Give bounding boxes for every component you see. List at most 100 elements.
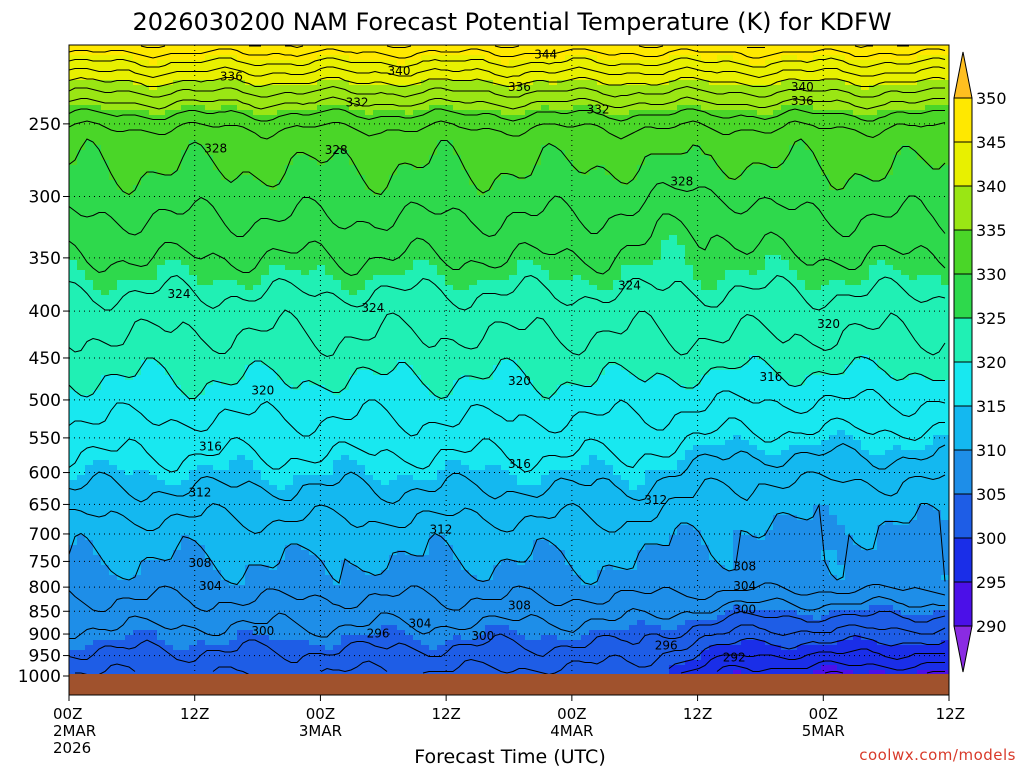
contour-fill-cell — [653, 265, 662, 271]
contour-fill-cell — [373, 220, 382, 226]
contour-fill-cell — [221, 220, 230, 226]
contour-fill-cell — [773, 140, 782, 146]
contour-fill-cell — [573, 100, 582, 106]
contour-fill-cell — [93, 195, 102, 201]
contour-fill-cell — [109, 65, 118, 71]
contour-fill-cell — [213, 45, 222, 51]
contour-fill-cell — [789, 190, 798, 196]
contour-fill-cell — [117, 220, 126, 226]
contour-fill-cell — [637, 85, 646, 91]
contour-fill-cell — [93, 180, 102, 186]
contour-fill-cell — [685, 105, 694, 111]
contour-fill-cell — [157, 150, 166, 156]
contour-fill-cell — [381, 225, 390, 231]
contour-fill-cell — [925, 220, 934, 226]
contour-fill-cell — [749, 225, 758, 231]
contour-fill-cell — [253, 115, 262, 121]
contour-fill-cell — [373, 230, 382, 236]
contour-fill-cell — [541, 230, 550, 236]
contour-fill-cell — [517, 160, 526, 166]
contour-fill-cell — [373, 145, 382, 151]
contour-fill-cell — [101, 65, 110, 71]
contour-fill-cell — [677, 175, 686, 181]
contour-fill-cell — [829, 50, 838, 56]
contour-fill-cell — [341, 210, 350, 216]
contour-fill-cell — [621, 90, 630, 96]
contour-fill-cell — [597, 185, 606, 191]
contour-fill-cell — [109, 50, 118, 56]
contour-fill-cell — [93, 270, 102, 276]
contour-fill-cell — [869, 210, 878, 216]
contour-fill-cell — [349, 205, 358, 211]
contour-fill-cell — [941, 195, 949, 201]
contour-fill-cell — [445, 260, 454, 266]
contour-fill-cell — [821, 240, 830, 246]
contour-fill-cell — [845, 220, 854, 226]
contour-fill-cell — [757, 90, 766, 96]
contour-fill-cell — [365, 190, 374, 196]
contour-fill-cell — [845, 95, 854, 101]
contour-fill-cell — [885, 115, 894, 121]
contour-fill-cell — [109, 215, 118, 221]
contour-fill-cell — [541, 200, 550, 206]
contour-fill-cell — [301, 180, 310, 186]
contour-fill-cell — [389, 260, 398, 266]
contour-fill-cell — [797, 235, 806, 241]
contour-fill-cell — [397, 150, 406, 156]
contour-fill-cell — [165, 250, 174, 256]
contour-fill-cell — [381, 270, 390, 276]
contour-fill-cell — [221, 230, 230, 236]
contour-fill-cell — [693, 175, 702, 181]
contour-fill-cell — [813, 215, 822, 221]
contour-fill-cell — [453, 125, 462, 131]
contour-fill-cell — [181, 215, 190, 221]
contour-fill-cell — [341, 115, 350, 121]
contour-fill-cell — [789, 95, 798, 101]
contour-fill-cell — [141, 185, 150, 191]
contour-fill-cell — [469, 230, 478, 236]
contour-fill-cell — [693, 245, 702, 251]
contour-fill-cell — [605, 80, 614, 86]
contour-fill-cell — [653, 60, 662, 66]
contour-fill-cell — [445, 155, 454, 161]
contour-fill-cell — [189, 170, 198, 176]
contour-fill-cell — [709, 200, 718, 206]
contour-fill-cell — [437, 210, 446, 216]
contour-fill-cell — [845, 180, 854, 186]
contour-fill-cell — [141, 145, 150, 151]
contour-fill-cell — [541, 170, 550, 176]
contour-fill-cell — [373, 95, 382, 101]
contour-fill-cell — [517, 250, 526, 256]
contour-fill-cell — [269, 85, 278, 91]
contour-fill-cell — [189, 75, 198, 81]
contour-fill-cell — [837, 225, 846, 231]
contour-fill-cell — [349, 185, 358, 191]
contour-fill-cell — [333, 50, 342, 56]
contour-fill-cell — [821, 145, 830, 151]
contour-fill-cell — [917, 235, 926, 241]
contour-fill-cell — [397, 65, 406, 71]
contour-fill-cell — [893, 220, 902, 226]
contour-fill-cell — [765, 115, 774, 121]
contour-fill-cell — [333, 250, 342, 256]
contour-fill-cell — [549, 110, 558, 116]
contour-fill-cell — [357, 265, 366, 271]
contour-fill-cell — [77, 110, 86, 116]
contour-fill-cell — [437, 170, 446, 176]
contour-fill-cell — [925, 55, 934, 61]
contour-fill-cell — [597, 160, 606, 166]
contour-fill-cell — [157, 165, 166, 171]
contour-fill-cell — [757, 200, 766, 206]
contour-fill-cell — [829, 230, 838, 236]
contour-fill-cell — [117, 85, 126, 91]
contour-fill-cell — [101, 185, 110, 191]
contour-fill-cell — [205, 225, 214, 231]
contour-fill-cell — [893, 215, 902, 221]
contour-fill-cell — [589, 265, 598, 271]
contour-fill-cell — [317, 100, 326, 106]
contour-fill-cell — [797, 55, 806, 61]
contour-fill-cell — [133, 270, 142, 276]
contour-fill-cell — [853, 90, 862, 96]
contour-fill-cell — [293, 60, 302, 66]
contour-fill-cell — [621, 100, 630, 106]
